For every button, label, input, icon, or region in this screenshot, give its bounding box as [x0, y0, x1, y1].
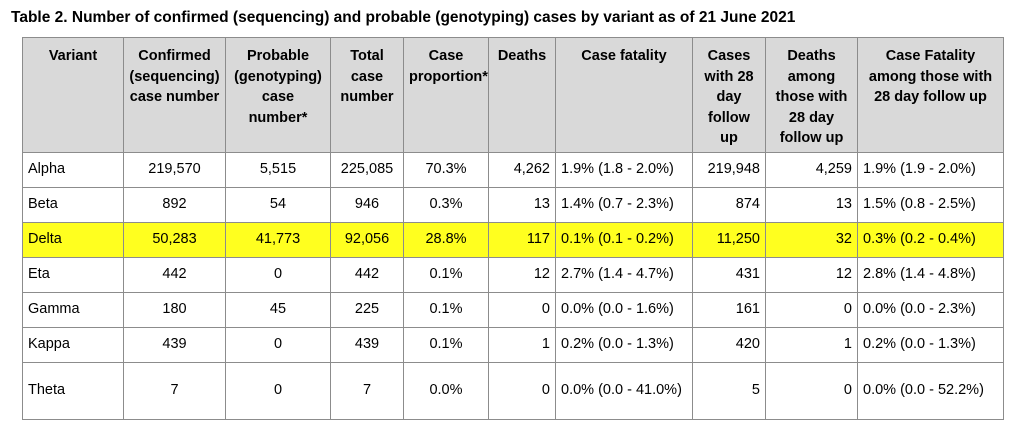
cell-followup-fatality: 0.3% (0.2 - 0.4%): [857, 221, 1004, 258]
cell-followup-cases: 431: [692, 256, 766, 293]
cell-confirmed: 7: [123, 361, 226, 420]
cell-confirmed: 50,283: [123, 221, 226, 258]
cell-proportion: 0.3%: [403, 186, 489, 223]
cell-followup-deaths: 0: [765, 361, 858, 420]
cell-probable: 0: [225, 361, 331, 420]
cell-total: 442: [330, 256, 404, 293]
cell-deaths: 1: [488, 326, 556, 363]
cell-followup-cases: 219,948: [692, 151, 766, 188]
cell-variant: Kappa: [22, 326, 124, 363]
cell-variant: Delta: [22, 221, 124, 258]
table-row: Beta 892 54 946 0.3% 13 1.4% (0.7 - 2.3%) 874 13…: [22, 186, 1004, 223]
cell-probable: 45: [225, 291, 331, 328]
column-header-followup-deaths: Deaths among those with 28 day follow up: [765, 37, 858, 153]
cell-followup-fatality: 0.2% (0.0 - 1.3%): [857, 326, 1004, 363]
cell-case-fatality: 2.7% (1.4 - 4.7%): [555, 256, 693, 293]
cell-followup-cases: 420: [692, 326, 766, 363]
table-caption: Table 2. Number of confirmed (sequencing…: [11, 9, 796, 26]
table-row: Kappa 439 0 439 0.1% 1 0.2% (0.0 - 1.3%) 420 1 0.…: [22, 326, 1004, 363]
table-row: Gamma 180 45 225 0.1% 0 0.0% (0.0 - 1.6%) 161 0 0…: [22, 291, 1004, 328]
cell-followup-cases: 161: [692, 291, 766, 328]
column-header-followup-cases: Cases with 28 day follow up: [692, 37, 766, 153]
cell-probable: 41,773: [225, 221, 331, 258]
table-header: Variant Confirmed (sequencing) case numb…: [22, 37, 1004, 153]
column-header-followup-fatality: Case Fatality among those with 28 day fo…: [857, 37, 1004, 153]
variant-cases-table: Variant Confirmed (sequencing) case numb…: [22, 37, 1004, 420]
cell-probable: 54: [225, 186, 331, 223]
cell-variant: Theta: [22, 361, 124, 420]
cell-deaths: 4,262: [488, 151, 556, 188]
cell-probable: 5,515: [225, 151, 331, 188]
cell-followup-cases: 11,250: [692, 221, 766, 258]
cell-followup-fatality: 1.5% (0.8 - 2.5%): [857, 186, 1004, 223]
column-header-variant: Variant: [22, 37, 124, 153]
column-header-deaths: Deaths: [488, 37, 556, 153]
cell-case-fatality: 1.4% (0.7 - 2.3%): [555, 186, 693, 223]
cell-proportion: 0.1%: [403, 326, 489, 363]
cell-total: 7: [330, 361, 404, 420]
table-row: Theta 7 0 7 0.0% 0 0.0% (0.0 - 41.0%) 5 0 0.0% (0…: [22, 361, 1004, 420]
cell-followup-fatality: 1.9% (1.9 - 2.0%): [857, 151, 1004, 188]
cell-proportion: 0.1%: [403, 291, 489, 328]
cell-case-fatality: 0.0% (0.0 - 1.6%): [555, 291, 693, 328]
table-row: Eta 442 0 442 0.1% 12 2.7% (1.4 - 4.7%) 431 12 2.…: [22, 256, 1004, 293]
cell-case-fatality: 0.1% (0.1 - 0.2%): [555, 221, 693, 258]
cell-deaths: 12: [488, 256, 556, 293]
cell-followup-fatality: 0.0% (0.0 - 52.2%): [857, 361, 1004, 420]
cell-followup-deaths: 32: [765, 221, 858, 258]
header-row: Variant Confirmed (sequencing) case numb…: [22, 37, 1004, 153]
cell-followup-deaths: 0: [765, 291, 858, 328]
cell-case-fatality: 0.0% (0.0 - 41.0%): [555, 361, 693, 420]
cell-probable: 0: [225, 326, 331, 363]
cell-confirmed: 180: [123, 291, 226, 328]
cell-confirmed: 219,570: [123, 151, 226, 188]
column-header-case-fatality: Case fatality: [555, 37, 693, 153]
column-header-confirmed: Confirmed (sequencing) case number: [123, 37, 226, 153]
cell-case-fatality: 1.9% (1.8 - 2.0%): [555, 151, 693, 188]
column-header-total: Total case number: [330, 37, 404, 153]
cell-confirmed: 892: [123, 186, 226, 223]
cell-followup-deaths: 12: [765, 256, 858, 293]
cell-total: 92,056: [330, 221, 404, 258]
cell-total: 946: [330, 186, 404, 223]
cell-deaths: 13: [488, 186, 556, 223]
cell-proportion: 0.1%: [403, 256, 489, 293]
cell-variant: Beta: [22, 186, 124, 223]
column-header-proportion: Case proportion*: [403, 37, 489, 153]
cell-followup-deaths: 13: [765, 186, 858, 223]
table-body: Alpha 219,570 5,515 225,085 70.3% 4,262 1.9% (…: [22, 151, 1004, 420]
cell-total: 225,085: [330, 151, 404, 188]
cell-probable: 0: [225, 256, 331, 293]
cell-deaths: 0: [488, 361, 556, 420]
cell-proportion: 0.0%: [403, 361, 489, 420]
cell-followup-cases: 874: [692, 186, 766, 223]
cell-variant: Gamma: [22, 291, 124, 328]
cell-followup-deaths: 1: [765, 326, 858, 363]
cell-proportion: 70.3%: [403, 151, 489, 188]
cell-followup-cases: 5: [692, 361, 766, 420]
cell-variant: Eta: [22, 256, 124, 293]
cell-proportion: 28.8%: [403, 221, 489, 258]
cell-total: 439: [330, 326, 404, 363]
cell-deaths: 117: [488, 221, 556, 258]
column-header-probable: Probable (genotyping) case number*: [225, 37, 331, 153]
cell-confirmed: 439: [123, 326, 226, 363]
cell-deaths: 0: [488, 291, 556, 328]
cell-case-fatality: 0.2% (0.0 - 1.3%): [555, 326, 693, 363]
cell-followup-fatality: 2.8% (1.4 - 4.8%): [857, 256, 1004, 293]
table-row: Alpha 219,570 5,515 225,085 70.3% 4,262 1.9% (…: [22, 151, 1004, 188]
table-row-highlighted: Delta 50,283 41,773 92,056 28.8% 117 0.1% (0.1…: [22, 221, 1004, 258]
cell-followup-deaths: 4,259: [765, 151, 858, 188]
cell-confirmed: 442: [123, 256, 226, 293]
cell-total: 225: [330, 291, 404, 328]
cell-followup-fatality: 0.0% (0.0 - 2.3%): [857, 291, 1004, 328]
cell-variant: Alpha: [22, 151, 124, 188]
